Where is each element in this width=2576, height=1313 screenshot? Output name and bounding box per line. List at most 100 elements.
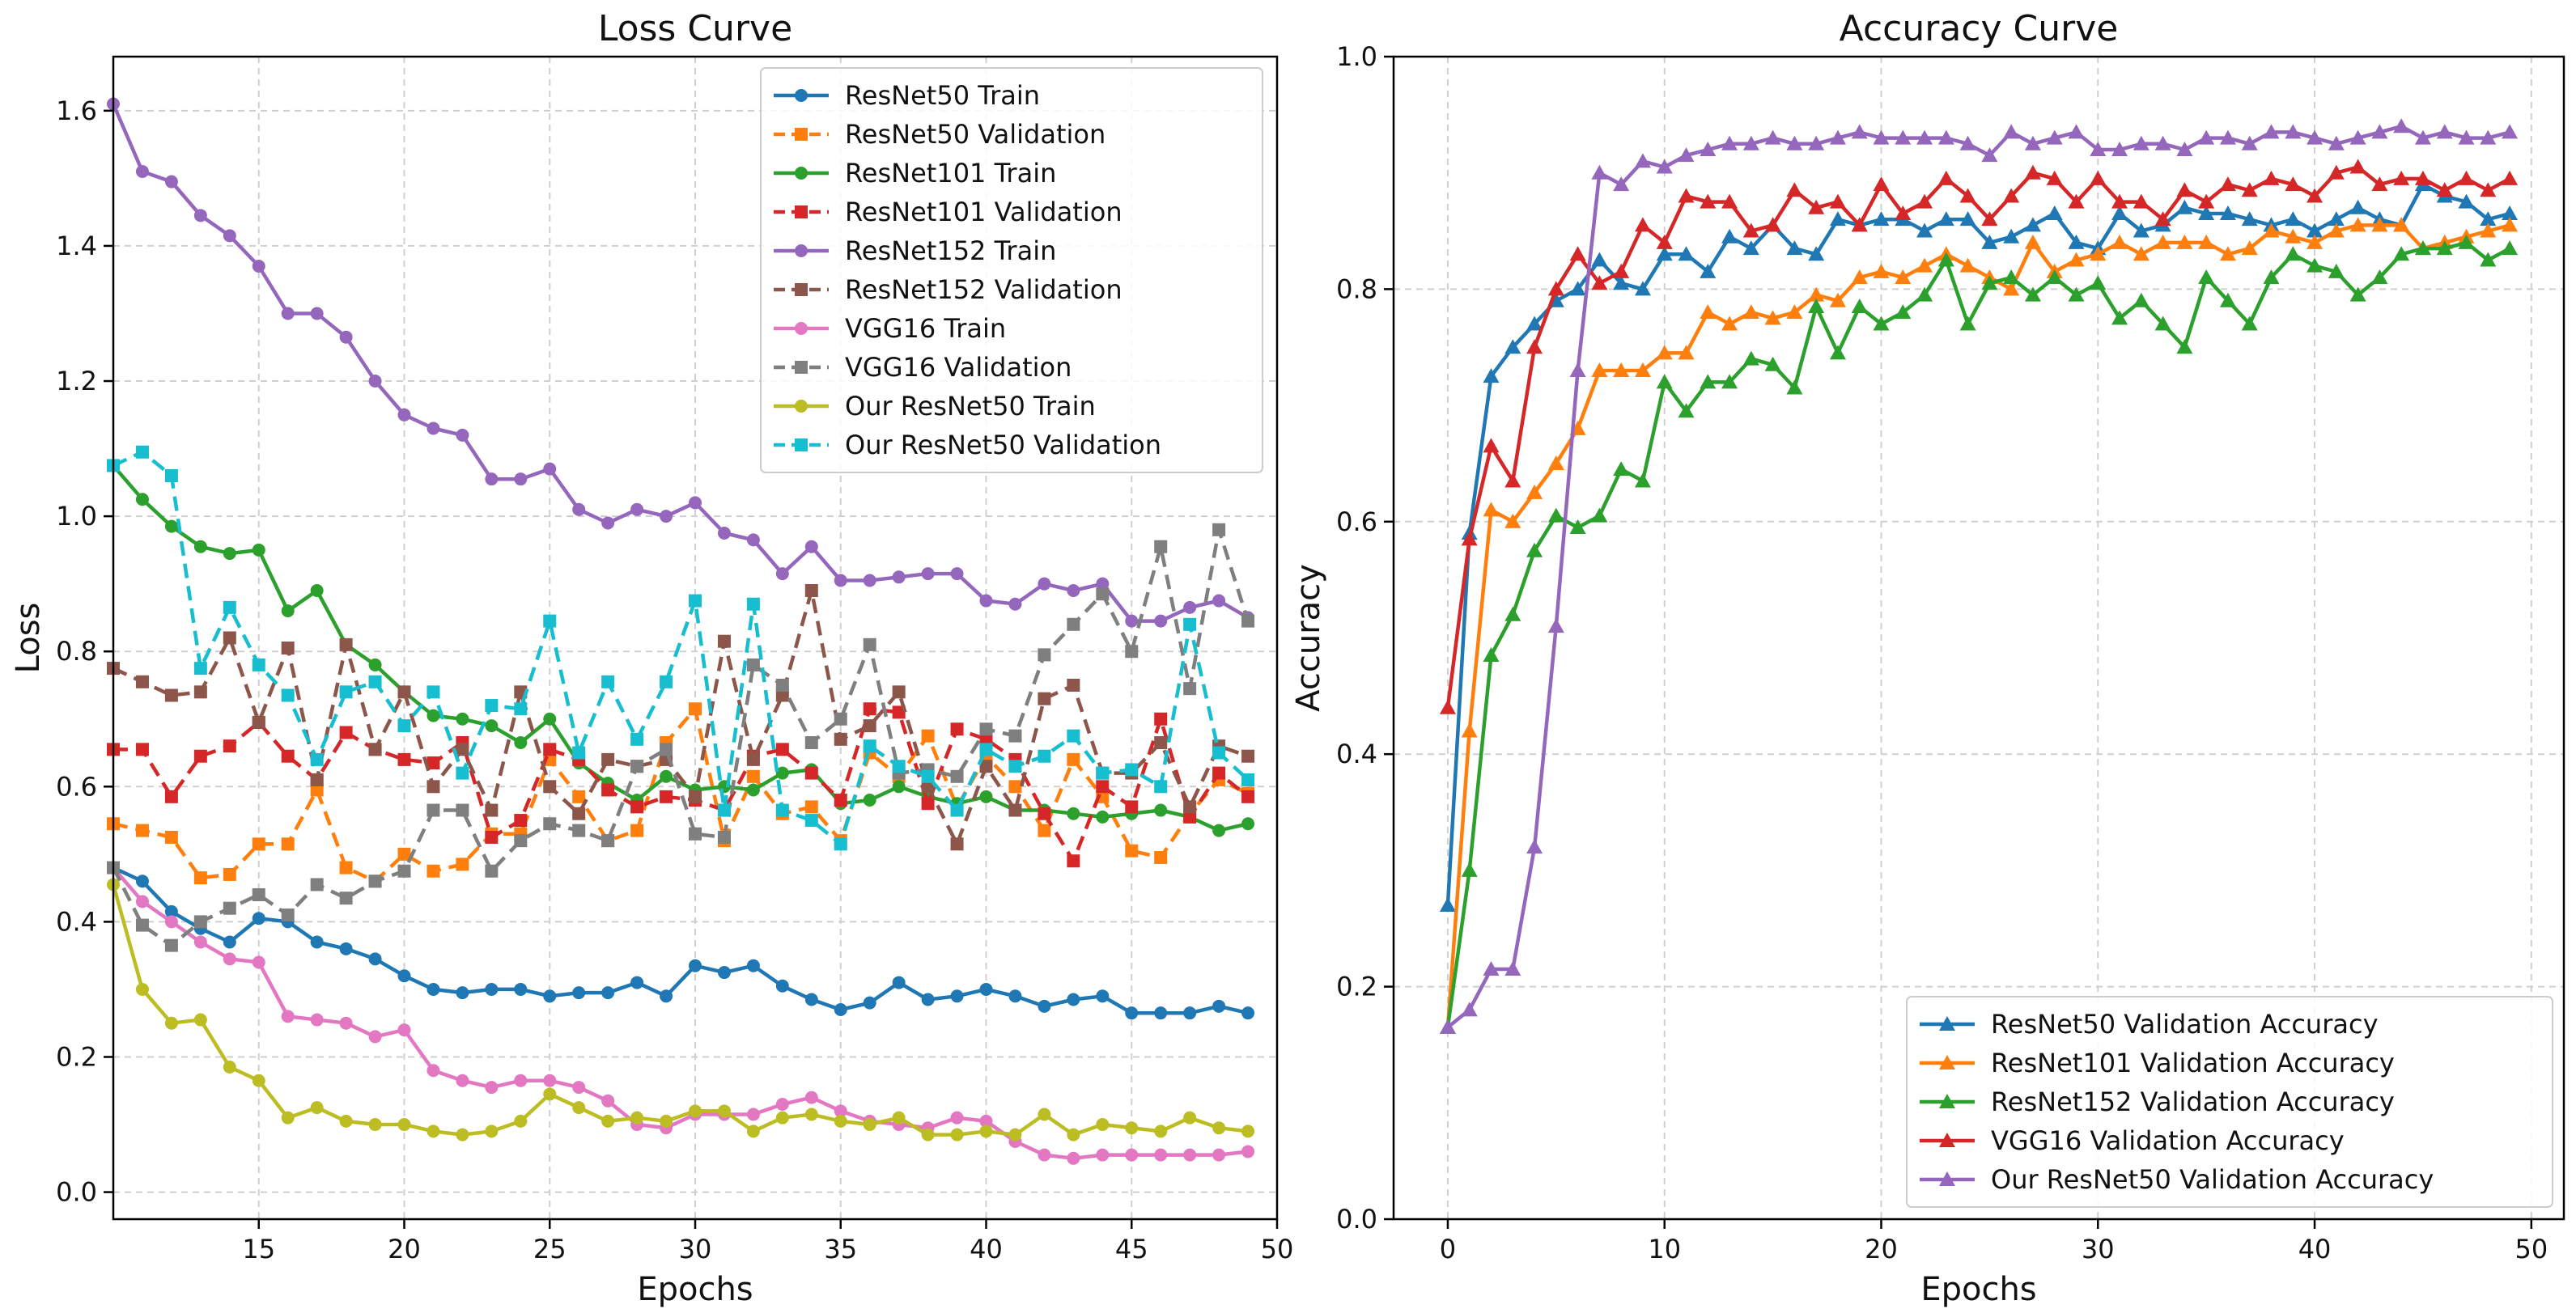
series-line: [1445, 223, 2510, 1028]
data-point: [310, 1013, 324, 1027]
data-point: [660, 510, 673, 523]
data-point: [1678, 188, 1695, 203]
data-point: [921, 769, 935, 783]
data-point: [1634, 472, 1651, 488]
series-vgg16-validation-accuracy: [1439, 159, 2519, 714]
data-point: [164, 1016, 178, 1030]
data-point: [1154, 540, 1168, 553]
data-point: [863, 719, 876, 733]
legend-marker: [795, 205, 808, 218]
data-point: [1096, 989, 1110, 1003]
data-point: [979, 1114, 993, 1128]
data-point: [397, 864, 411, 878]
data-point: [1591, 362, 1608, 377]
data-point: [1439, 897, 1456, 913]
data-point: [281, 642, 295, 655]
data-point: [1125, 1006, 1139, 1020]
data-point: [601, 516, 615, 530]
x-tick-label: 40: [2298, 1234, 2332, 1264]
data-point: [1067, 752, 1080, 766]
data-point: [193, 1013, 207, 1027]
data-point: [1483, 961, 1500, 976]
data-point: [921, 780, 935, 794]
data-point: [193, 871, 207, 885]
data-point: [310, 307, 324, 320]
data-point: [2111, 205, 2128, 220]
data-point: [223, 631, 236, 645]
series-vgg16-train: [107, 861, 1255, 1165]
data-point: [543, 780, 557, 794]
data-point: [572, 986, 586, 1000]
data-point: [1547, 281, 1564, 296]
data-point: [2263, 124, 2280, 139]
data-point: [601, 1114, 615, 1128]
data-point: [135, 895, 149, 909]
data-point: [601, 783, 615, 797]
data-point: [2307, 234, 2323, 249]
data-point: [2111, 234, 2128, 249]
data-point: [1008, 729, 1022, 743]
data-point: [2198, 193, 2215, 209]
data-point: [193, 540, 207, 553]
data-point: [1154, 1125, 1168, 1138]
data-point: [863, 637, 876, 651]
data-point: [456, 428, 469, 442]
legend-marker: [795, 322, 808, 335]
data-point: [1096, 780, 1110, 794]
data-point: [950, 1128, 964, 1141]
legend-marker: [795, 361, 808, 374]
data-point: [2219, 246, 2236, 261]
data-point: [397, 847, 411, 861]
data-point: [310, 878, 324, 892]
data-point: [2024, 217, 2041, 232]
data-point: [485, 1125, 499, 1138]
series-line: [111, 527, 1250, 947]
data-point: [1700, 141, 1717, 156]
data-point: [717, 966, 731, 980]
data-point: [804, 1108, 818, 1121]
series-resnet50-train: [107, 861, 1255, 1020]
data-point: [1569, 281, 1586, 296]
series-our-resnet50-validation-accuracy: [1439, 118, 2519, 1034]
data-point: [1981, 211, 1998, 227]
plot-frame: [1392, 55, 2565, 1221]
data-point: [1504, 961, 1521, 976]
y-tick-label: 1.0: [1336, 41, 1377, 72]
data-point: [2154, 316, 2171, 331]
data-point: [630, 760, 644, 773]
data-point: [310, 783, 324, 797]
data-point: [2502, 217, 2519, 232]
data-point: [1808, 246, 1825, 261]
legend-item-our-resnet50-validation-accuracy: Our ResNet50 Validation Accuracy: [1920, 1164, 2434, 1195]
data-point: [339, 1016, 353, 1030]
series-resnet50-validation: [107, 702, 1255, 888]
data-point: [1461, 1002, 1478, 1017]
legend-label: VGG16 Validation: [845, 352, 1072, 383]
data-point: [1212, 1148, 1226, 1162]
legend-item-vgg16-train: VGG16 Train: [774, 313, 1006, 344]
y-tick-label: 0.6: [56, 771, 97, 802]
data-point: [572, 502, 586, 516]
data-point: [2176, 199, 2193, 214]
data-point: [950, 1111, 964, 1125]
data-point: [746, 783, 760, 797]
data-point: [368, 658, 382, 671]
data-point: [397, 1118, 411, 1132]
data-point: [1895, 205, 1912, 220]
data-point: [1981, 275, 1998, 290]
data-point: [1038, 692, 1051, 705]
data-point: [2328, 222, 2345, 238]
data-point: [1038, 1148, 1051, 1162]
data-point: [689, 959, 702, 972]
data-point: [281, 837, 295, 851]
data-point: [135, 675, 149, 688]
data-point: [1183, 810, 1197, 824]
data-point: [1591, 275, 1608, 290]
data-point: [1067, 807, 1080, 820]
data-point: [660, 1114, 673, 1128]
data-point: [1241, 1125, 1255, 1138]
data-point: [1183, 617, 1197, 631]
series-line: [1445, 240, 2511, 1028]
data-point: [775, 688, 789, 702]
data-point: [514, 982, 528, 996]
